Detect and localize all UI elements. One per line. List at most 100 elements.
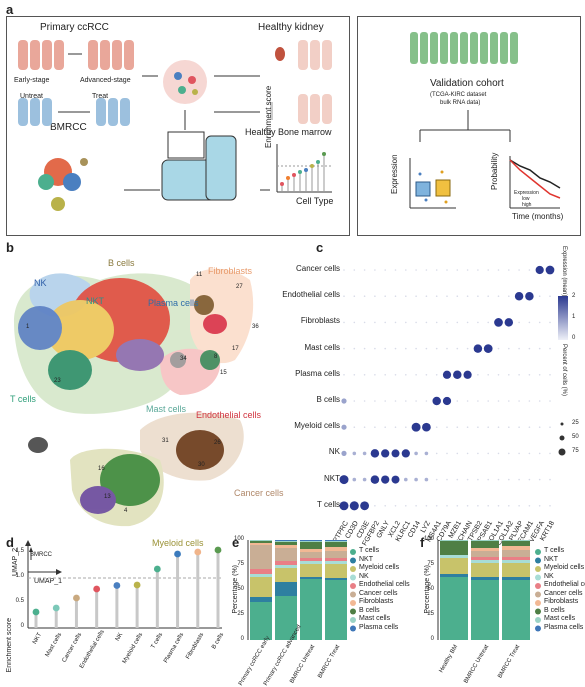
dotplot-dot [435,347,438,350]
legend-label: B cells [544,606,565,614]
dotplot-dot [518,452,520,455]
d-arrow-head [29,547,33,552]
legend-label: T cells [544,547,565,554]
legend-label: Plasma cells [544,623,584,631]
dotplot-dot [528,374,531,376]
stack-segment [275,596,297,640]
dotplot-dot [477,505,479,507]
cluster-label-myeloid: Myeloid cells [152,538,204,548]
dotplot-dot [456,505,459,507]
stack-segment [325,551,347,558]
legend-label: NKT [359,555,373,563]
dotplot-dot [384,374,387,376]
dotplot-dot [353,269,356,271]
dotplot-dot [446,478,448,481]
dotplot-dot [363,347,366,350]
legend-label: Cancer cells [359,589,398,597]
dotplot-dot [508,505,510,507]
dotplot-dot [425,400,428,402]
dotplot-dot [414,477,418,482]
colorbar-tick-2: 2 [572,293,576,299]
untreat-people-icon [18,98,52,126]
stack-segment [250,545,272,569]
stack-segment [502,563,530,577]
dotplot-dot [363,321,366,324]
legend-swatch [535,566,541,572]
stack-segment [502,546,530,550]
legend-swatch [535,625,541,632]
dotplot-dot [405,295,407,298]
validation-people-icon [410,32,518,64]
legend-swatch [350,600,356,606]
stack-y-tick: 100 [233,536,244,542]
cluster-label-nkt: NKT [86,296,104,306]
dotplot-dot [514,291,524,301]
dotplot-dot [384,295,387,298]
stack-segment [471,541,499,548]
legend-label: T cells [359,547,380,554]
dotplot-dot [415,269,417,271]
dotplot-dot [538,505,541,507]
stack-segment [300,552,322,558]
stack-y-tick: 50 [427,586,434,592]
dotplot-dot [415,347,417,350]
stack-segment [471,557,499,560]
dotplot-dot [466,400,469,402]
dotplot-dot [353,374,356,376]
survival-curve [509,156,561,209]
dotplot-dot [497,374,500,376]
stack-segment [325,547,347,551]
legend-swatch [535,583,541,589]
dotplot-dot [525,291,534,301]
panel-a-illustration [18,40,332,211]
dotplot-dot [374,295,376,298]
legend-swatch [350,549,356,555]
dotplot-dot [415,505,417,507]
stack-segment [275,565,297,568]
early-people-icon [18,40,64,70]
dotplot-dot [384,400,387,402]
panel-label-e: e [232,535,240,550]
cluster-label-b-cells: B cells [108,258,135,268]
stack-y-tick: 0 [240,636,244,642]
panel-label-c: c [316,240,324,255]
dotplot-dot [353,400,356,402]
dotplot-dot [494,318,503,327]
stack-segment [325,561,347,564]
dotplot-dot [508,426,510,429]
cluster-label-fibroblasts: Fibroblasts [208,266,253,276]
dotplot-dot [374,321,376,324]
treat-people-icon [96,98,130,126]
dotplot-dot [363,269,366,271]
legend-label: NKT [544,555,558,563]
dotplot-dot [518,269,520,271]
dotplot-dot [374,374,376,376]
dotplot-dot [538,347,541,350]
d-lollipop-dot [113,582,121,589]
legend-swatch [350,574,356,581]
dotplot-row-label: B cells [316,395,340,404]
stack-segment [275,568,297,582]
dotplot-dot [391,449,400,458]
dotplot-dot [343,374,345,376]
legend-label: Myeloid cells [359,564,400,571]
dotplot-dot [456,452,459,455]
dotplot-dot [456,321,459,324]
d-lollipop-dot [73,594,80,602]
dotplot-dot [497,400,500,402]
dotplot-dot [549,478,551,481]
early-stage-label: Early-stage [14,77,50,84]
expression-mean-title: Expression (mean) [561,246,567,297]
dotplot-dot [508,400,510,402]
dotplot-dot [362,477,367,482]
d-lollipop-dot [32,608,40,616]
dotplot-dot [363,400,366,402]
dotplot-dot [538,452,541,455]
dotplot-dot [497,478,500,481]
stack-segment [440,555,468,558]
cluster-number-17: 17 [232,346,239,352]
dotplot-dot [528,321,531,324]
panel-label-a: a [6,2,14,17]
time-axis-label-a: Time (months) [512,212,564,221]
